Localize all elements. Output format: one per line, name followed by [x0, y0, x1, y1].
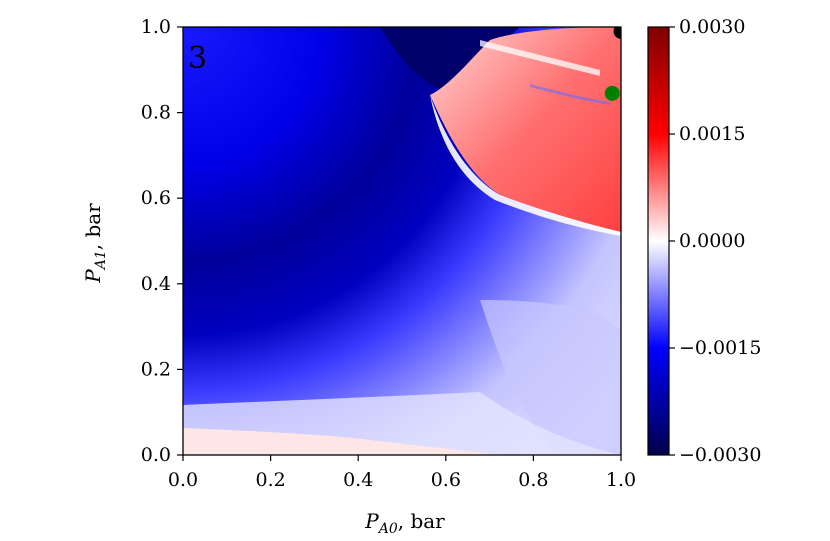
- field-positive-streak: [480, 40, 600, 76]
- y-axis: 0.0 0.2 0.4 0.6 0.8 1.0: [141, 16, 183, 466]
- y-tick-label: 0.4: [141, 273, 171, 295]
- x-axis: 0.0 0.2 0.4 0.6 0.8 1.0: [168, 455, 636, 491]
- y-tick-label: 0.0: [141, 444, 171, 466]
- colorbar-axis: 0.0030 0.0015 0.0000 −0.0015 −0.0030: [669, 16, 761, 466]
- heatmap-field: [183, 27, 621, 455]
- y-tick-label: 1.0: [141, 16, 171, 38]
- field-positive-region: [430, 27, 621, 232]
- field-positive-streak-blue: [530, 84, 610, 105]
- x-tick-label: 0.4: [343, 469, 373, 491]
- x-tick-label: 0.2: [255, 469, 285, 491]
- colorbar-tick-label: −0.0030: [679, 444, 761, 466]
- y-axis-label: PA1, bar: [81, 203, 109, 284]
- x-tick-label: 1.0: [606, 469, 636, 491]
- colorbar-tick-label: −0.0015: [679, 337, 761, 359]
- x-tick-label: 0.6: [431, 469, 461, 491]
- x-tick-label: 0.0: [168, 469, 198, 491]
- y-tick-label: 0.2: [141, 358, 171, 380]
- panel-label: 3: [188, 41, 207, 76]
- markers: [604, 27, 621, 101]
- field-lower-right-light: [480, 300, 621, 455]
- black-point: [613, 27, 621, 39]
- field-positive-white-edge: [430, 95, 621, 236]
- green-point: [604, 85, 620, 101]
- colorbar-tick-label: 0.0030: [679, 16, 745, 38]
- colorbar: [647, 26, 670, 456]
- colorbar-tick-label: 0.0015: [679, 123, 745, 145]
- x-axis-label: PA0, bar: [364, 509, 445, 537]
- y-tick-label: 0.8: [141, 102, 171, 124]
- field-bottom-pink: [183, 428, 500, 455]
- plot-frame: [182, 26, 622, 456]
- x-tick-label: 0.8: [518, 469, 548, 491]
- colorbar-tick-label: 0.0000: [679, 230, 745, 252]
- y-tick-label: 0.6: [141, 187, 171, 209]
